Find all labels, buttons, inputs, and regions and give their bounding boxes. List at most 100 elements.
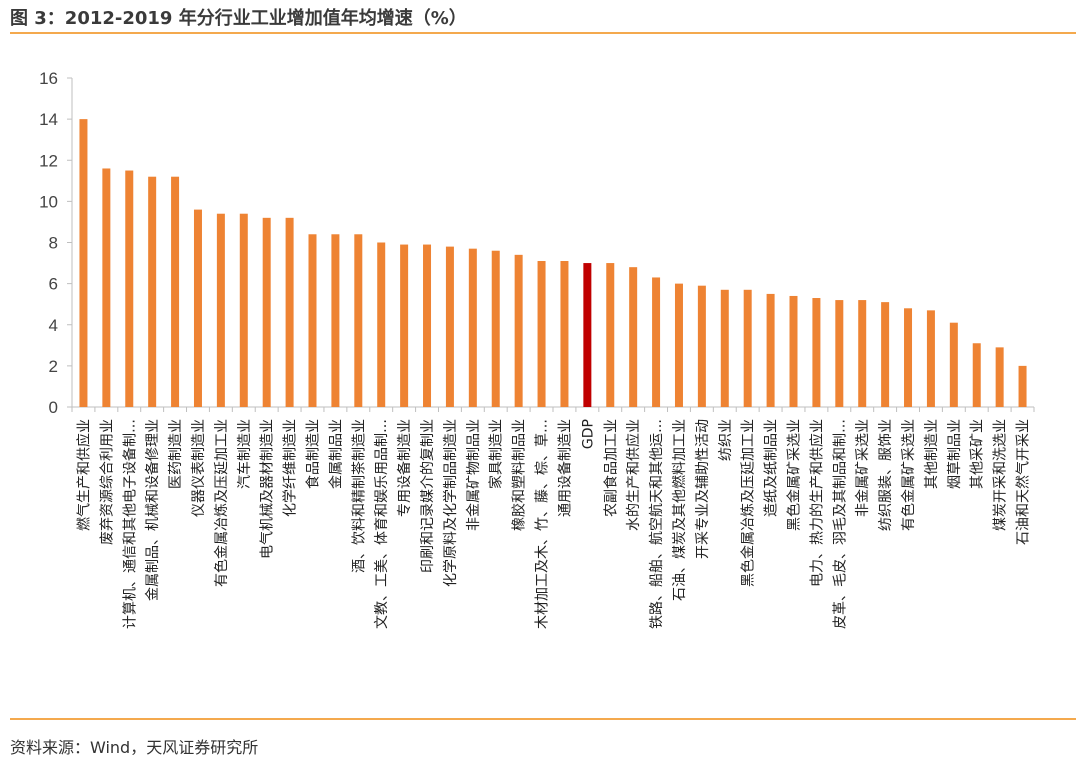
bar xyxy=(629,267,638,407)
category-label: 水的生产和供应业 xyxy=(625,419,642,531)
category-label: GDP xyxy=(580,419,596,449)
bar xyxy=(720,289,729,407)
bar xyxy=(102,168,111,407)
bar xyxy=(514,254,523,407)
category-label: 酒、饮料和精制茶制造业 xyxy=(351,419,367,573)
category-label: 金属制品、机械和设备修理业 xyxy=(144,419,161,601)
bar xyxy=(858,300,867,407)
y-tick-label: 14 xyxy=(39,110,58,129)
category-label: 废弃资源综合利用业 xyxy=(99,419,115,545)
bar xyxy=(652,277,661,407)
bar xyxy=(308,234,317,407)
axis-layer: 0 2 4 6 8 10 12 14 16 xyxy=(39,69,1035,417)
category-label: 家具制造业 xyxy=(488,419,505,489)
category-label: 文教、工美、体育和娱乐用品制… xyxy=(374,419,390,629)
category-label: 专用设备制造业 xyxy=(396,419,413,517)
category-label: 皮革、毛皮、羽毛及其制品和制… xyxy=(832,419,848,629)
bars xyxy=(79,119,1027,407)
category-label: 非金属矿物制品业 xyxy=(466,419,482,531)
category-label: 橡胶和塑料制品业 xyxy=(511,419,528,531)
bar-chart: 0 2 4 6 8 10 12 14 16 燃气生产和供应业 废弃资源综合利用业 计算机、通信和其他… xyxy=(39,69,1035,629)
bar xyxy=(445,246,454,407)
category-label: 非金属矿采选业 xyxy=(855,419,871,517)
y-tick-label: 2 xyxy=(49,357,58,376)
bar xyxy=(216,213,225,407)
category-label: 造纸及纸制品业 xyxy=(764,419,780,517)
bar xyxy=(949,322,958,407)
y-tick-label: 16 xyxy=(39,69,58,88)
bar xyxy=(491,250,500,407)
category-labels: 燃气生产和供应业 废弃资源综合利用业 计算机、通信和其他电子设备制… 金属制品、机械和… xyxy=(75,419,1031,629)
category-label: 金属制品业 xyxy=(328,419,344,489)
bar xyxy=(1018,365,1027,407)
bar xyxy=(239,213,248,407)
category-label: 其他采矿业 xyxy=(970,419,986,489)
bar xyxy=(125,170,134,407)
bar xyxy=(331,234,340,407)
bar xyxy=(881,302,890,407)
bar-gdp xyxy=(583,263,592,407)
category-label: 黑色金属冶炼及压延加工业 xyxy=(740,419,757,587)
y-tick-label: 0 xyxy=(49,398,58,417)
figure-title: 图 3：2012-2019 年分行业工业增加值年均增速（%） xyxy=(10,8,467,29)
bar xyxy=(743,289,752,407)
bar xyxy=(537,261,546,407)
y-tick-label: 8 xyxy=(49,234,58,253)
category-label: 仪器仪表制造业 xyxy=(191,419,207,517)
category-label: 黑色金属矿采选业 xyxy=(786,419,803,531)
bar xyxy=(560,261,569,407)
bar xyxy=(995,347,1004,407)
bar xyxy=(789,295,798,407)
category-label: 通用设备制造业 xyxy=(556,419,573,517)
category-label: 食品制造业 xyxy=(305,419,322,489)
category-label: 石油和天然气开采业 xyxy=(1015,419,1032,545)
category-label: 有色金属冶炼及压延加工业 xyxy=(213,419,230,587)
bar xyxy=(262,217,271,407)
bar xyxy=(171,176,180,407)
category-label: 燃气生产和供应业 xyxy=(75,419,92,531)
bar xyxy=(148,176,157,407)
bar xyxy=(972,343,981,407)
category-label: 开采专业及辅助性活动 xyxy=(695,419,711,559)
bar xyxy=(377,242,386,407)
title-divider xyxy=(10,32,1076,34)
bar xyxy=(468,248,477,407)
bar xyxy=(926,310,935,407)
category-label: 计算机、通信和其他电子设备制… xyxy=(121,419,138,629)
bar xyxy=(354,234,363,407)
bar xyxy=(766,293,775,407)
bar xyxy=(79,119,88,407)
bar xyxy=(697,285,706,407)
category-label: 烟草制品业 xyxy=(947,419,963,489)
bar xyxy=(285,217,294,407)
category-label: 印刷和记录媒介的复制业 xyxy=(419,419,436,573)
category-label: 纺织业 xyxy=(718,419,734,461)
y-tick-label: 12 xyxy=(39,151,58,170)
category-label: 其他制造业 xyxy=(924,419,940,489)
category-label: 化学原料及化学制品制造业 xyxy=(443,419,459,587)
category-label: 化学纤维制造业 xyxy=(283,419,299,517)
bar xyxy=(193,209,202,407)
source-note: 资料来源：Wind，天风证券研究所 xyxy=(10,738,259,757)
bar xyxy=(674,283,683,407)
category-label: 木材加工及木、竹、藤、棕、草… xyxy=(535,419,551,629)
footer-divider xyxy=(10,718,1076,720)
bar xyxy=(812,298,821,407)
category-label: 有色金属矿采选业 xyxy=(900,419,917,531)
y-tick-label: 10 xyxy=(39,192,58,211)
category-label: 医药制造业 xyxy=(168,419,184,489)
category-label: 石油、煤炭及其他燃料加工业 xyxy=(671,419,688,601)
bar xyxy=(400,244,409,407)
y-tick-label: 6 xyxy=(49,275,58,294)
bar xyxy=(904,308,913,407)
y-tick-label: 4 xyxy=(49,316,58,335)
bar xyxy=(835,300,844,407)
category-label: 农副食品加工业 xyxy=(602,419,619,517)
bar xyxy=(606,263,615,407)
category-label: 电气机械及器材制造业 xyxy=(260,419,276,559)
category-label: 纺织服装、服饰业 xyxy=(878,419,894,531)
category-label: 电力、热力的生产和供应业 xyxy=(808,419,825,587)
bar xyxy=(423,244,432,407)
category-label: 汽车制造业 xyxy=(236,419,253,489)
category-label: 铁路、船舶、航空航天和其他运… xyxy=(649,419,665,629)
